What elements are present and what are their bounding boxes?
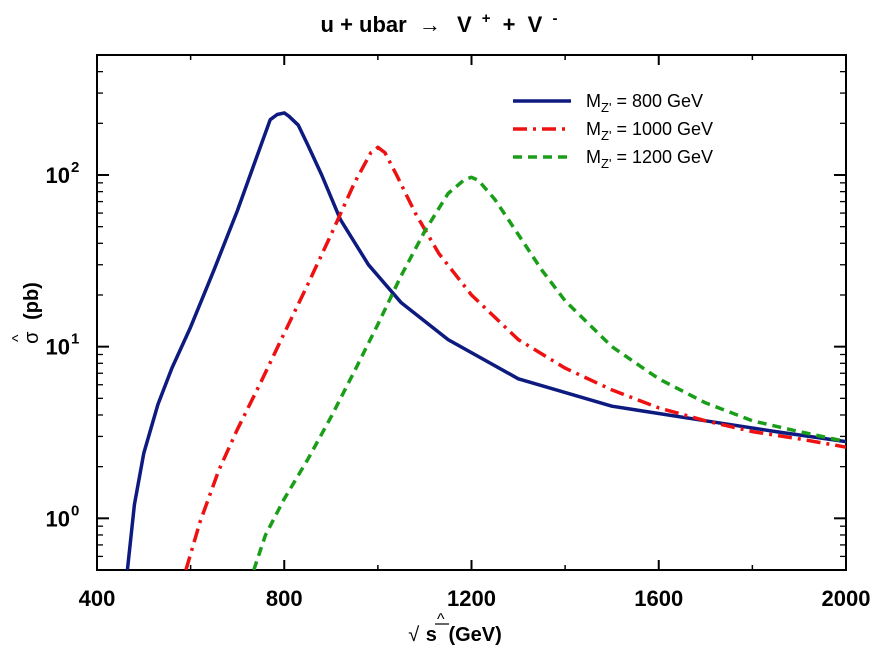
legend-mass-symbol: M: [586, 91, 601, 111]
y-axis-title: σ (pb): [21, 282, 43, 344]
legend-mass-subscript: Z': [601, 156, 611, 171]
legend-mass-value: = 1000 GeV: [611, 119, 713, 139]
y-tick-exponent: 1: [71, 331, 79, 348]
y-tick-exponent: 0: [71, 502, 79, 519]
y-tick-label: 10: [46, 506, 70, 531]
title-boson-1: V: [457, 12, 472, 37]
y-tick-label: 10: [46, 335, 70, 360]
title-boson-2: V: [528, 12, 543, 37]
y-axis-hat: ^: [10, 334, 27, 342]
y-tick-base: 10: [46, 506, 70, 531]
y-tick-exponent: 2: [71, 159, 79, 176]
y-axis-title-group: σ (pb) ^: [10, 282, 43, 344]
legend-mass-subscript: Z': [601, 128, 611, 143]
y-axis-unit: (pb): [21, 282, 43, 320]
series-layer: [125, 111, 846, 570]
axis-ticks: [96, 54, 847, 571]
x-tick-label: 2000: [822, 586, 871, 611]
title-arrow: →: [419, 12, 441, 37]
legend-mass-subscript: Z': [601, 100, 611, 115]
legend-label-2: MZ' = 1200 GeV: [586, 147, 713, 171]
x-axis-title: √ s (GeV): [408, 624, 502, 646]
legend-label-1: MZ' = 1000 GeV: [586, 119, 713, 143]
y-tick-label: 10: [46, 163, 70, 188]
title-boson-1-charge: +: [482, 10, 491, 27]
x-axis-variable: s: [426, 624, 437, 646]
legend-label-0: MZ' = 800 GeV: [586, 91, 703, 115]
chart-title: u + ubar → V + + V -: [321, 3, 558, 37]
legend-mass-value: = 800 GeV: [611, 91, 703, 111]
title-plus: +: [503, 12, 516, 37]
x-tick-labels: 400 800 1200 1600 2000: [79, 586, 871, 611]
series-line-2: [252, 175, 846, 570]
y-axis-variable: σ: [21, 331, 43, 344]
series-line-1: [184, 145, 846, 570]
x-tick-label: 1600: [634, 586, 683, 611]
y-tick-base: 10: [46, 335, 70, 360]
x-axis-hat: ^: [437, 611, 445, 628]
y-tick-base: 10: [46, 163, 70, 188]
x-tick-label: 400: [79, 586, 116, 611]
legend-mass-symbol: M: [586, 119, 601, 139]
legend-mass-symbol: M: [586, 147, 601, 167]
series-line-0: [125, 111, 846, 570]
x-axis-unit: (GeV): [448, 624, 501, 646]
title-boson-2-charge: -: [552, 10, 557, 27]
title-lhs: u + ubar: [321, 12, 408, 37]
x-tick-label: 1200: [447, 586, 496, 611]
legend-mass-value: = 1200 GeV: [611, 147, 713, 167]
x-tick-label: 800: [266, 586, 303, 611]
x-axis-sqrt: √: [408, 624, 419, 646]
